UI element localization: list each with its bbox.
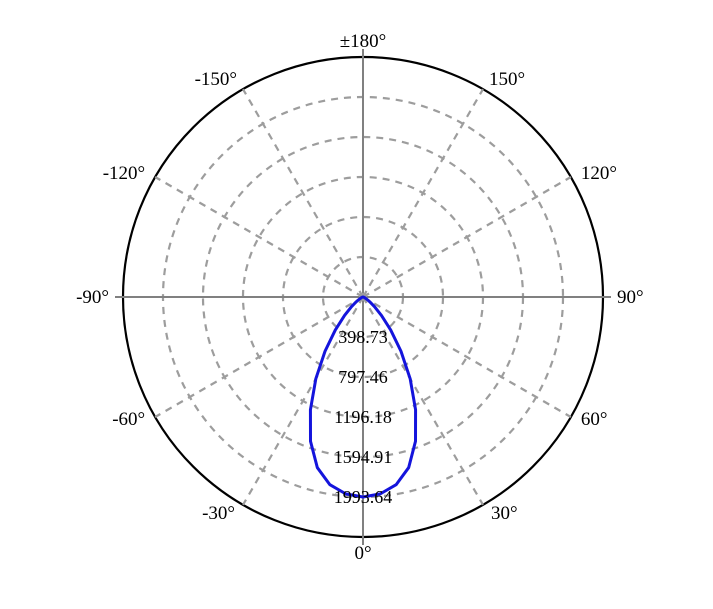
grid-spoke — [155, 177, 363, 297]
angle-label: -120° — [103, 163, 145, 184]
angle-label: 90° — [617, 287, 644, 308]
radial-label: 1993.64 — [334, 487, 393, 507]
angle-label: 150° — [489, 69, 525, 90]
grid-spoke — [243, 89, 363, 297]
angle-label: 0° — [354, 543, 371, 564]
angle-label: -90° — [76, 287, 109, 308]
angle-label: -150° — [195, 69, 237, 90]
angle-label: ±180° — [340, 31, 387, 52]
angle-label: -60° — [112, 409, 145, 430]
angle-label: 60° — [581, 409, 608, 430]
angle-label: 30° — [491, 503, 518, 524]
angle-label: 120° — [581, 163, 617, 184]
grid-spoke — [363, 177, 571, 297]
grid-spoke — [155, 297, 363, 417]
angle-label: -30° — [202, 503, 235, 524]
grid-spoke — [363, 297, 571, 417]
radial-label: 797.46 — [338, 367, 388, 387]
radial-label: 1196.18 — [334, 407, 392, 427]
radial-label: 398.73 — [338, 327, 388, 347]
radial-label: 1594.91 — [334, 447, 393, 467]
polar-chart: 398.73 797.46 1196.18 1594.91 1993.64 0° 30° 6… — [0, 0, 713, 609]
grid-spoke — [363, 89, 483, 297]
